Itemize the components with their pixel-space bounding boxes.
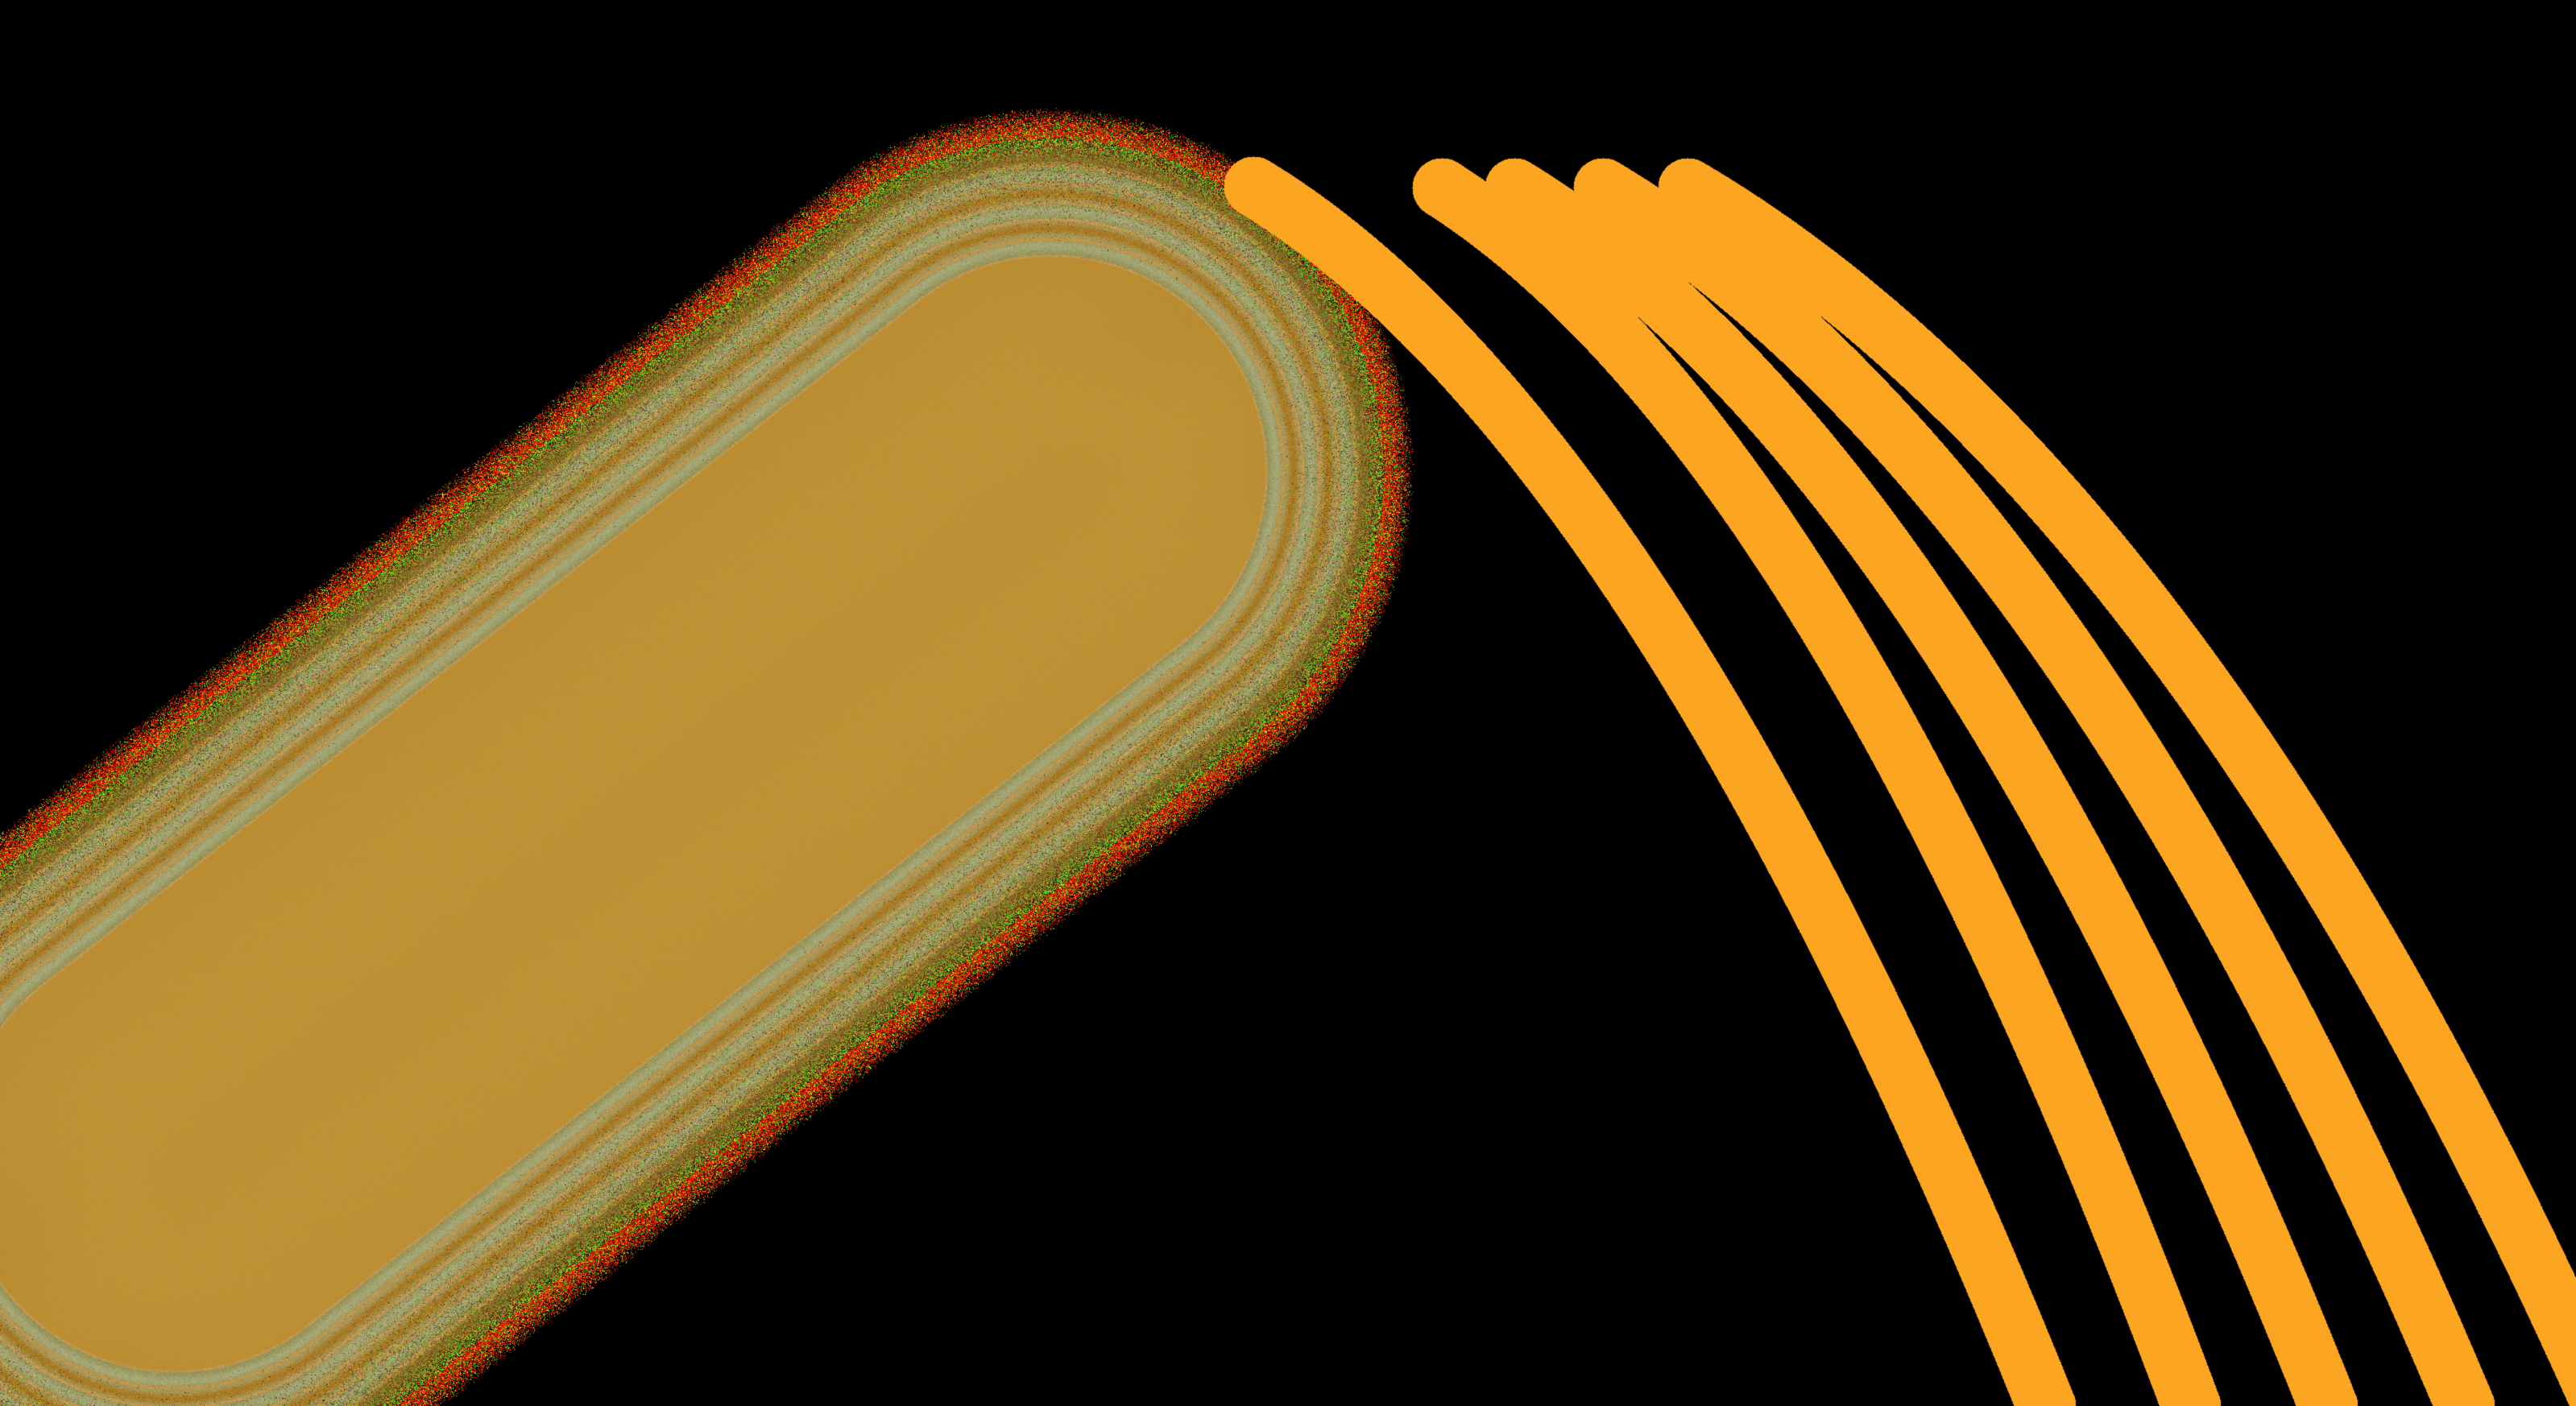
fractal-raster-layer [0, 0, 2576, 1406]
fractal-render-canvas: Escape-time fractal render Black field w… [0, 0, 2576, 1406]
